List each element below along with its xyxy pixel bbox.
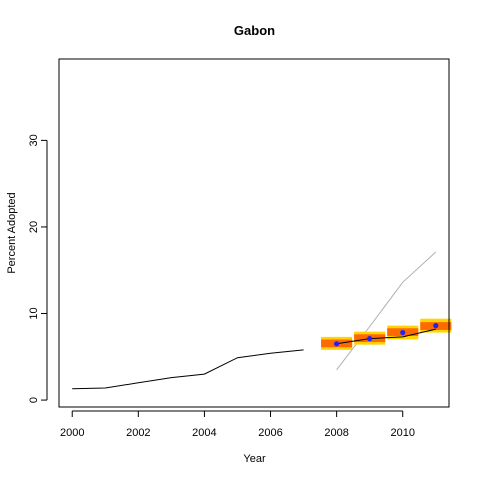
y-tick-label: 10 [28, 307, 40, 319]
estimate-point [433, 323, 439, 329]
estimate-point [334, 341, 340, 347]
y-tick-label: 0 [28, 397, 40, 403]
x-tick-label: 2002 [126, 427, 150, 439]
y-tick-label: 20 [28, 221, 40, 233]
historical-line [72, 349, 304, 390]
estimate-point [367, 336, 373, 342]
y-tick-label: 30 [28, 134, 40, 146]
y-axis-label: Percent Adopted [6, 192, 18, 273]
x-tick-label: 2004 [192, 427, 216, 439]
plot-frame [58, 58, 450, 408]
x-tick-label: 2008 [324, 427, 348, 439]
y-axis: 0 10 20 30 [28, 134, 48, 403]
x-axis: 2000 2002 2004 2006 2008 2010 [60, 410, 415, 439]
x-tick-label: 2006 [258, 427, 282, 439]
chart-title: Gabon [234, 23, 275, 38]
x-axis-label: Year [243, 453, 266, 465]
projection-line [336, 328, 436, 345]
x-tick-label: 2010 [390, 427, 414, 439]
series-layer [72, 251, 452, 390]
estimate-point [400, 329, 406, 336]
trend-line [336, 251, 437, 371]
x-tick-label: 2000 [60, 427, 84, 439]
